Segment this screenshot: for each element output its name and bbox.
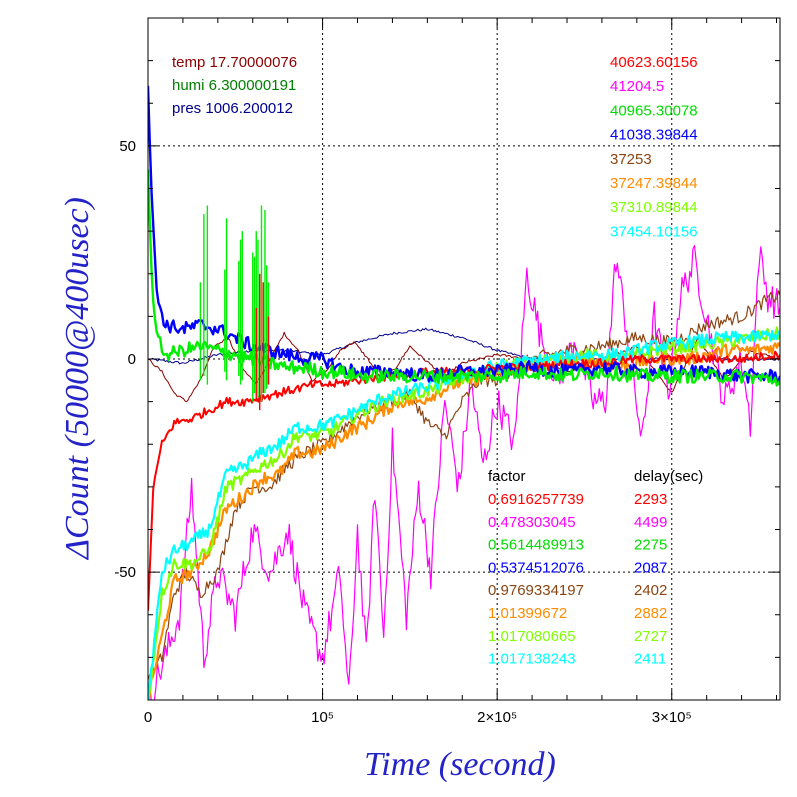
legend: temp 17.70000076 humi 6.300000191 pres 100… [172,54,703,668]
series-line [148,329,780,700]
x-tick-label: 3×10⁵ [652,709,692,726]
delay-header: delay(sec) [634,468,703,485]
factor-value: 1.017080665 [488,628,576,645]
y-axis-title: ΔCount (50000@400usec) [59,197,96,561]
delay-value: 2882 [634,605,667,622]
factor-value: 1.017138243 [488,651,576,668]
series-line [148,331,780,403]
delay-value: 2293 [634,491,667,508]
env-legend-entry: humi 6.300000191 [172,77,296,94]
value-legend-entry: 40623.60156 [610,54,698,71]
y-tick-label: -50 [114,564,136,581]
series-line [148,326,780,700]
x-tick-label: 10⁵ [311,709,334,726]
delay-value: 2727 [634,628,667,645]
y-tick-label: 50 [119,138,136,155]
value-legend-entry: 37253 [610,151,652,168]
factor-value: 0.478303045 [488,514,576,531]
factor-value: 0.9769334197 [488,582,584,599]
delay-value: 2411 [634,651,666,668]
delay-value: 4499 [634,514,667,531]
factor-value: 1.01399672 [488,605,567,622]
value-legend-entry: 41204.5 [610,78,664,95]
value-legend-entry: 37247.39844 [610,175,698,192]
value-legend-entry: 37454.10156 [610,223,698,240]
env-legend-entry: temp 17.70000076 [172,54,297,71]
series-layer [148,85,780,700]
delay-value: 2087 [634,559,667,576]
ticks: 0 10⁵ 2×10⁵ 3×10⁵ -50 0 50 [114,18,780,726]
delay-value: 2402 [634,582,667,599]
delay-value: 2275 [634,537,667,554]
x-axis-title: Time (second) [364,746,556,783]
env-legend-entry: pres 1006.200012 [172,100,293,117]
x-tick-label: 2×10⁵ [477,709,517,726]
x-tick-label: 0 [144,709,152,726]
factor-value: 0.5614489913 [488,537,584,554]
value-legend-entry: 41038.39844 [610,127,698,144]
value-legend-entry: 40965.30078 [610,102,698,119]
y-tick-label: 0 [128,351,136,368]
factor-value: 0.6916257739 [488,491,584,508]
factor-value: 0.5374512076 [488,559,584,576]
value-legend-entry: 37310.89844 [610,199,698,216]
factor-header: factor [488,468,526,485]
